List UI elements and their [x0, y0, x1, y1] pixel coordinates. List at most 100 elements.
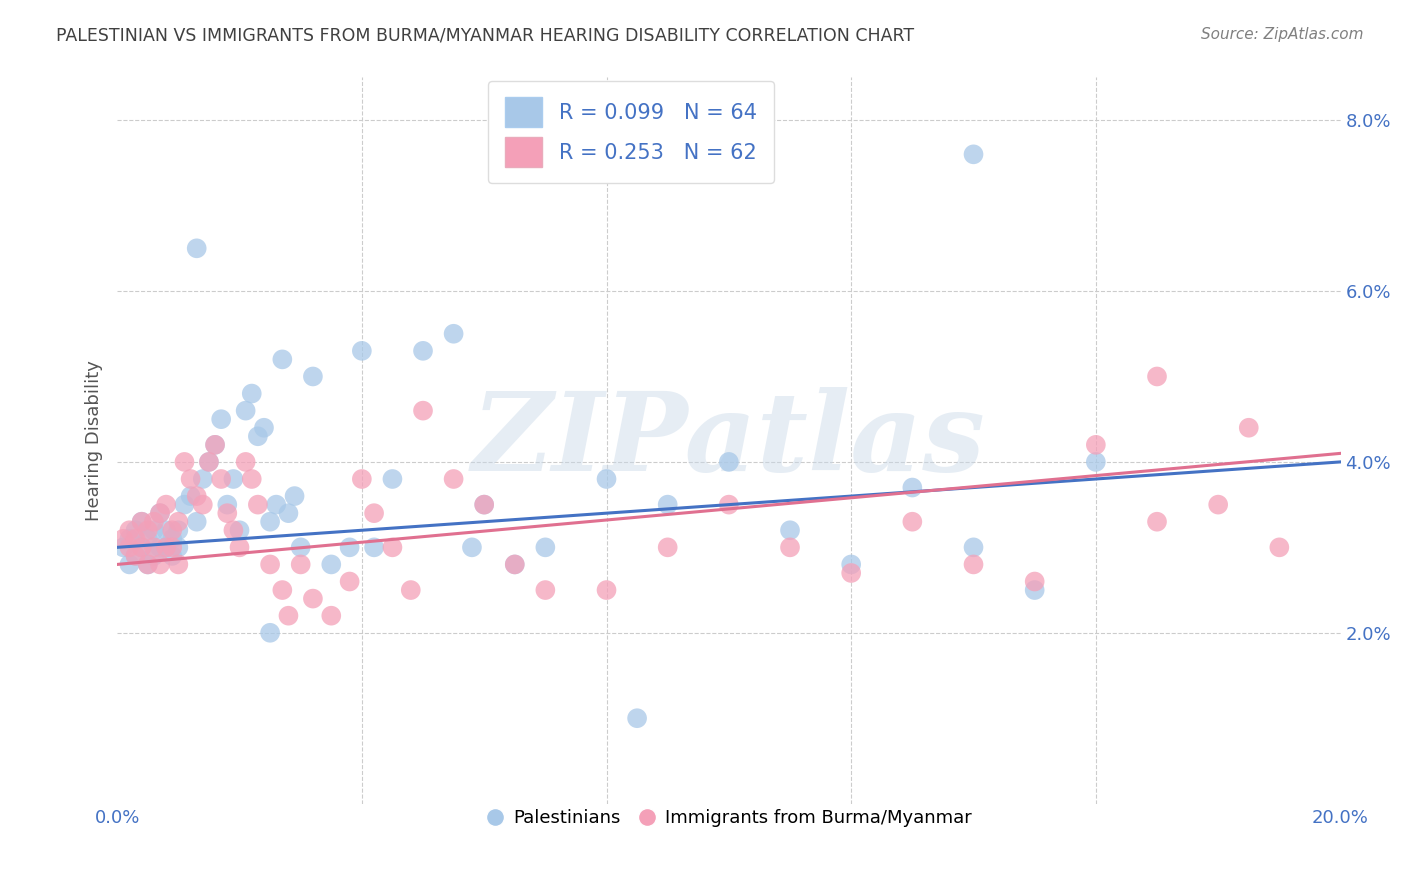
Point — [136, 523, 159, 537]
Point — [124, 523, 146, 537]
Point — [217, 506, 239, 520]
Point — [180, 489, 202, 503]
Point — [1268, 541, 1291, 555]
Point — [162, 532, 184, 546]
Point — [112, 541, 135, 555]
Point — [124, 532, 146, 546]
Point — [198, 455, 221, 469]
Point — [962, 541, 984, 555]
Point — [235, 455, 257, 469]
Point — [149, 541, 172, 555]
Point — [321, 608, 343, 623]
Point — [180, 472, 202, 486]
Point — [962, 147, 984, 161]
Point — [399, 583, 422, 598]
Point — [503, 558, 526, 572]
Point — [339, 574, 361, 589]
Point — [209, 472, 232, 486]
Point — [149, 558, 172, 572]
Text: ZIPatlas: ZIPatlas — [472, 387, 986, 494]
Point — [1084, 455, 1107, 469]
Point — [363, 541, 385, 555]
Text: PALESTINIAN VS IMMIGRANTS FROM BURMA/MYANMAR HEARING DISABILITY CORRELATION CHAR: PALESTINIAN VS IMMIGRANTS FROM BURMA/MYA… — [56, 27, 914, 45]
Point — [461, 541, 484, 555]
Point — [204, 438, 226, 452]
Point — [901, 481, 924, 495]
Point — [131, 515, 153, 529]
Point — [271, 352, 294, 367]
Point — [717, 498, 740, 512]
Point — [339, 541, 361, 555]
Point — [271, 583, 294, 598]
Point — [131, 515, 153, 529]
Point — [186, 515, 208, 529]
Point — [155, 541, 177, 555]
Point — [534, 541, 557, 555]
Point — [131, 541, 153, 555]
Point — [264, 498, 287, 512]
Point — [118, 558, 141, 572]
Point — [112, 532, 135, 546]
Point — [240, 472, 263, 486]
Point — [350, 472, 373, 486]
Point — [472, 498, 495, 512]
Point — [204, 438, 226, 452]
Point — [779, 541, 801, 555]
Text: Source: ZipAtlas.com: Source: ZipAtlas.com — [1201, 27, 1364, 42]
Point — [717, 455, 740, 469]
Point — [167, 523, 190, 537]
Point — [228, 523, 250, 537]
Point — [302, 369, 325, 384]
Point — [503, 558, 526, 572]
Point — [209, 412, 232, 426]
Point — [381, 541, 404, 555]
Point — [443, 326, 465, 341]
Y-axis label: Hearing Disability: Hearing Disability — [86, 360, 103, 521]
Point — [626, 711, 648, 725]
Point — [240, 386, 263, 401]
Point — [1237, 421, 1260, 435]
Point — [595, 472, 617, 486]
Point — [136, 532, 159, 546]
Point — [1024, 583, 1046, 598]
Point — [173, 498, 195, 512]
Point — [246, 429, 269, 443]
Point — [302, 591, 325, 606]
Point — [162, 523, 184, 537]
Point — [259, 558, 281, 572]
Point — [124, 549, 146, 563]
Point — [412, 403, 434, 417]
Point — [167, 558, 190, 572]
Point — [290, 541, 312, 555]
Point — [186, 241, 208, 255]
Point — [472, 498, 495, 512]
Point — [412, 343, 434, 358]
Point — [534, 583, 557, 598]
Point — [277, 506, 299, 520]
Point — [657, 541, 679, 555]
Point — [155, 523, 177, 537]
Point — [124, 549, 146, 563]
Point — [259, 515, 281, 529]
Point — [131, 541, 153, 555]
Point — [217, 498, 239, 512]
Point — [350, 343, 373, 358]
Point — [962, 558, 984, 572]
Legend: Palestinians, Immigrants from Burma/Myanmar: Palestinians, Immigrants from Burma/Myan… — [478, 802, 979, 835]
Point — [901, 515, 924, 529]
Point — [657, 498, 679, 512]
Point — [595, 583, 617, 598]
Point — [191, 498, 214, 512]
Point — [186, 489, 208, 503]
Point — [173, 455, 195, 469]
Point — [259, 625, 281, 640]
Point — [191, 472, 214, 486]
Point — [235, 403, 257, 417]
Point — [155, 498, 177, 512]
Point — [1206, 498, 1229, 512]
Point — [381, 472, 404, 486]
Point — [1024, 574, 1046, 589]
Point — [198, 455, 221, 469]
Point — [118, 532, 141, 546]
Point — [149, 506, 172, 520]
